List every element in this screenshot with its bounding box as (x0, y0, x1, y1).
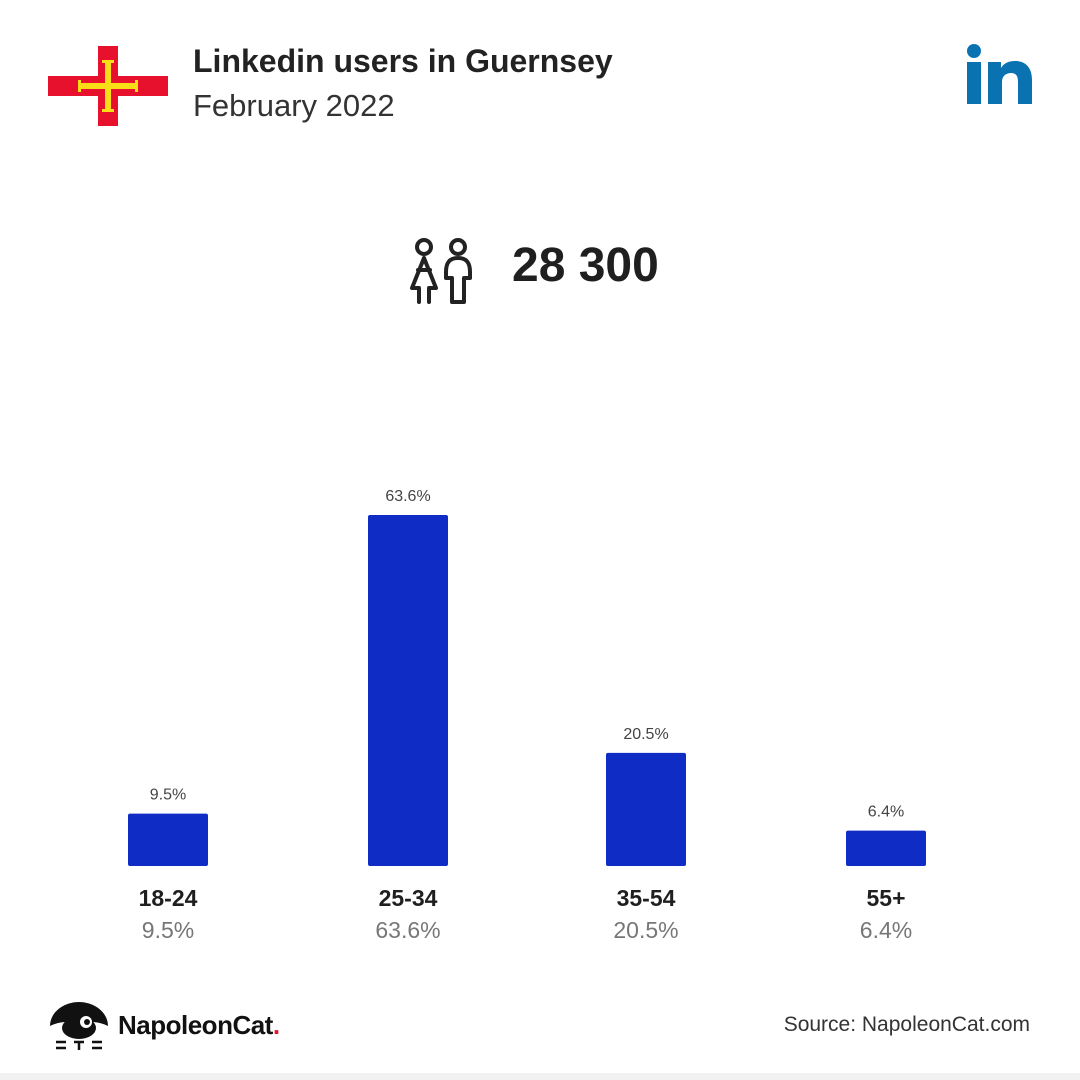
category-value: 9.5% (142, 917, 194, 943)
page-title: Linkedin users in Guernsey (193, 43, 613, 79)
bar-35-54 (606, 752, 686, 866)
bar-55+ (846, 830, 926, 866)
category-value: 6.4% (860, 917, 912, 943)
bar-18-24 (128, 813, 208, 866)
category-label: 55+ (866, 885, 905, 911)
bottom-strip (0, 1073, 1080, 1080)
age-bar-chart: 9.5% 18-24 9.5% 63.6% 25-34 63.6% 20.5% 35-54 20… (128, 488, 926, 943)
napoleoncat-brand: NapoleonCat. (118, 1010, 280, 1041)
source-credit: Source: NapoleonCat.com (783, 1013, 1030, 1036)
bar-value-label: 6.4% (868, 804, 904, 821)
bar-25-34 (368, 515, 448, 866)
category-label: 35-54 (617, 885, 676, 911)
bar-value-label: 9.5% (150, 787, 186, 804)
users-icon (410, 238, 472, 304)
category-value: 63.6% (375, 917, 440, 943)
category-label: 25-34 (379, 885, 438, 911)
brand-dot: . (272, 1010, 280, 1040)
page-subtitle: February 2022 (193, 88, 395, 123)
brand-name: NapoleonCat (118, 1010, 273, 1040)
total-users: 28 300 (512, 239, 659, 292)
bar-value-label: 63.6% (385, 488, 430, 505)
linkedin-logo-icon (967, 44, 1032, 104)
napoleoncat-logo-icon (50, 1002, 108, 1050)
category-label: 18-24 (139, 885, 198, 911)
category-value: 20.5% (613, 917, 678, 943)
bar-value-label: 20.5% (623, 726, 668, 743)
guernsey-flag-icon (48, 46, 168, 126)
